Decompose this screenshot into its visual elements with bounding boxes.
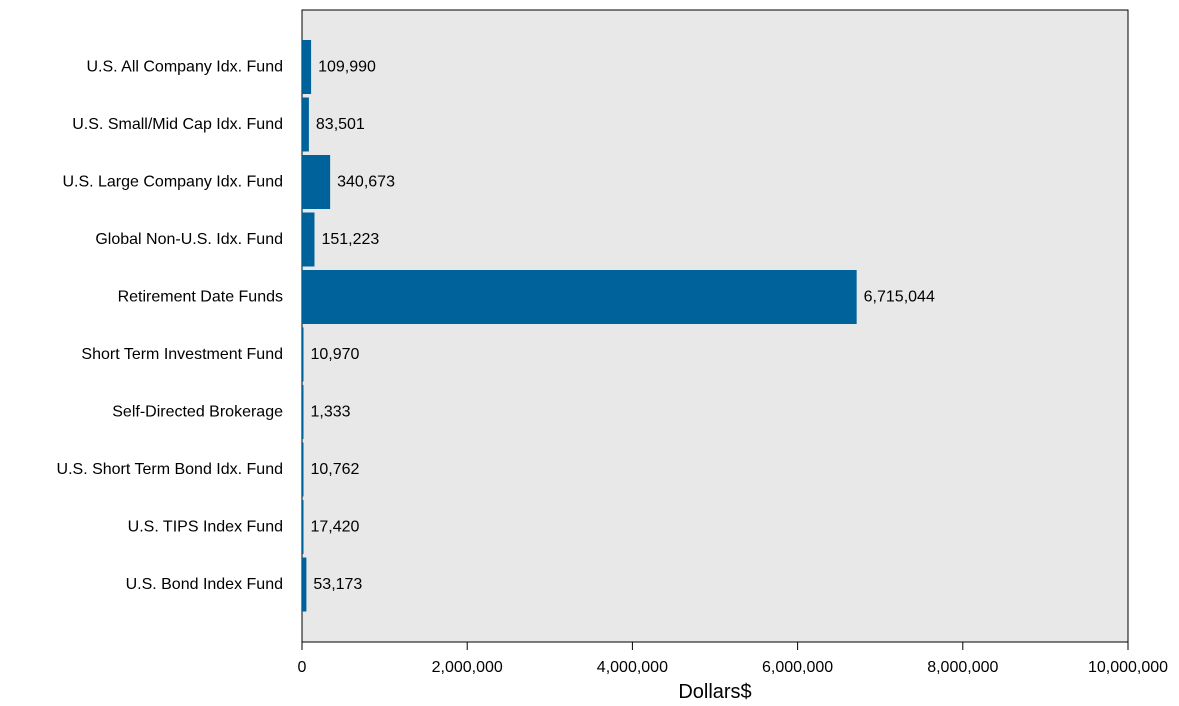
bar — [302, 500, 304, 554]
bar — [302, 557, 307, 612]
x-axis: 0 2,000,000 4,000,000 6,000,000 8,000,000 10,… — [298, 642, 1168, 676]
bar — [302, 442, 304, 497]
bar — [302, 327, 304, 382]
category-labels-layer: U.S. All Company Idx. Fund U.S. Small/Mid… — [57, 59, 284, 594]
data-label: 1,333 — [311, 404, 351, 421]
bar — [302, 385, 304, 439]
category-label: Retirement Date Funds — [118, 289, 283, 306]
x-tick-label: 10,000,000 — [1088, 659, 1168, 676]
category-label: U.S. All Company Idx. Fund — [86, 59, 283, 76]
x-tick-label: 0 — [298, 659, 307, 676]
category-label: U.S. Large Company Idx. Fund — [62, 174, 283, 191]
data-label: 53,173 — [313, 576, 362, 593]
data-label: 109,990 — [318, 59, 376, 76]
bar — [302, 155, 331, 209]
data-label: 17,420 — [311, 519, 360, 536]
x-axis-title: Dollars$ — [678, 681, 751, 703]
bar — [302, 270, 857, 324]
category-label: U.S. Small/Mid Cap Idx. Fund — [72, 116, 283, 133]
category-label: U.S. Short Term Bond Idx. Fund — [57, 461, 283, 478]
category-label: Self-Directed Brokerage — [112, 404, 283, 421]
data-label: 151,223 — [321, 231, 379, 248]
category-label: U.S. Bond Index Fund — [126, 576, 283, 593]
data-label: 340,673 — [337, 174, 395, 191]
category-label: Short Term Investment Fund — [81, 346, 283, 363]
data-label: 10,762 — [311, 461, 360, 478]
x-tick-label: 2,000,000 — [432, 659, 503, 676]
data-label: 10,970 — [311, 346, 360, 363]
data-label: 83,501 — [316, 116, 365, 133]
bar — [302, 97, 309, 152]
bars-layer — [302, 40, 857, 612]
plot-area — [301, 9, 1129, 643]
bar — [302, 40, 312, 94]
x-tick-label: 8,000,000 — [927, 659, 998, 676]
bar — [302, 212, 315, 267]
category-label: U.S. TIPS Index Fund — [128, 519, 283, 536]
data-labels-layer: 109,990 83,501 340,673 151,223 6,715,044 10,9… — [311, 59, 935, 594]
x-tick-label: 6,000,000 — [762, 659, 833, 676]
data-label: 6,715,044 — [864, 289, 935, 306]
category-label: Global Non-U.S. Idx. Fund — [95, 231, 283, 248]
x-tick-label: 4,000,000 — [597, 659, 668, 676]
